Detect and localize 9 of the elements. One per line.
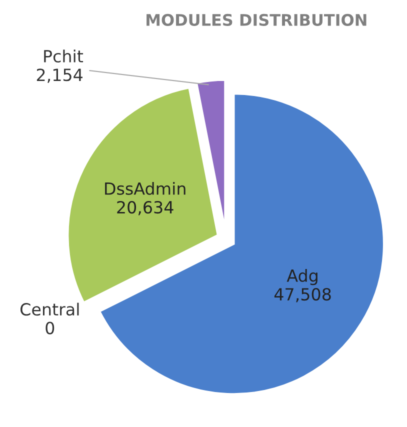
slice-label: Adg bbox=[286, 269, 318, 286]
slice-label: DssAdmin bbox=[105, 182, 186, 195]
slice-label: Pchit bbox=[44, 50, 84, 63]
category-label: Central bbox=[20, 302, 79, 316]
text: 0 bbox=[46, 322, 54, 334]
data-label: 47,508 bbox=[274, 288, 331, 302]
data-label: 20,634 bbox=[117, 200, 174, 216]
data-label: 2,154 bbox=[36, 68, 82, 83]
chart-title: MODULES DISTRIBUTION bbox=[146, 14, 366, 26]
